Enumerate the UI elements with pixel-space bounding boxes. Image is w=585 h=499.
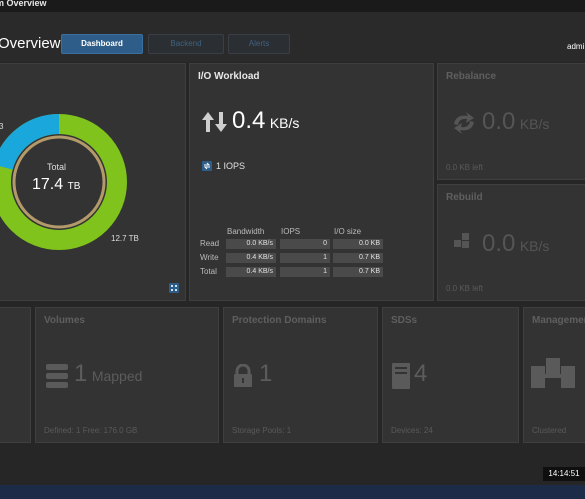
server-icon (392, 363, 410, 389)
partial-panel-left (0, 307, 31, 443)
io-workload-panel: I/O Workload 0.4 KB/s 1 IOPS Bandwidth I… (189, 63, 434, 301)
protection-domains-title: Protection Domains (232, 315, 327, 326)
rebalance-panel: Rebalance 0.0 KB/s 0.0 KB left (437, 63, 585, 180)
protection-domains-count: 1 (259, 360, 273, 387)
tab-backend[interactable]: Backend (148, 34, 224, 54)
rebalance-rate: 0.0 KB/s (482, 108, 549, 136)
window-title: m Overview (0, 0, 47, 8)
rebuild-value: 0.0 (482, 230, 516, 257)
donut-total: 17.4 TB (32, 176, 80, 194)
volumes-mapped-label: Mapped (91, 368, 143, 384)
window-titlebar: m Overview (0, 0, 585, 12)
write-bandwidth: 0.4 KB/s (226, 253, 276, 263)
column-io-size: I/O size (334, 227, 362, 236)
column-iops: IOPS (281, 227, 301, 236)
donut-total-unit: TB (67, 181, 81, 192)
capacity-left-value: 3 (0, 122, 3, 131)
lock-icon (234, 364, 252, 387)
capacity-donut (0, 114, 127, 250)
sds-count: 4 (414, 360, 428, 387)
bandwidth-value: 0.4 (232, 107, 266, 134)
rebuild-footer: 0.0 KB left (446, 284, 483, 293)
tab-alerts[interactable]: Alerts (228, 34, 290, 54)
total-iops: 1 (280, 267, 330, 277)
total-io-size: 0.7 KB (333, 267, 383, 277)
rebuild-unit: KB/s (519, 238, 550, 254)
rebalance-arrows-icon (454, 112, 474, 134)
rebalance-title: Rebalance (446, 71, 497, 82)
read-bandwidth: 0.0 KB/s (226, 239, 276, 249)
total-bandwidth: 0.4 KB/s (226, 267, 276, 277)
iops-label: 1 IOPS (216, 161, 246, 171)
rebalance-unit: KB/s (519, 116, 550, 132)
volumes-panel: Volumes 1 Mapped Defined: 1 Free: 176.0 … (35, 307, 219, 443)
cluster-icon (531, 358, 575, 388)
donut-free-segment (0, 114, 60, 171)
io-workload-title: I/O Workload (198, 71, 260, 82)
management-panel: Managemen Clustered (523, 307, 585, 443)
bottom-taskbar (0, 485, 585, 499)
protection-domains-panel: Protection Domains 1 Storage Pools: 1 (223, 307, 378, 443)
database-stack-icon (46, 364, 68, 388)
iops-icon (202, 161, 212, 171)
status-clock: 14:14:51 (543, 467, 585, 481)
volumes-count: 1 (74, 360, 88, 387)
rebuild-blocks-icon (454, 233, 469, 248)
page-title: Overview (0, 35, 61, 52)
read-io-size: 0.0 KB (333, 239, 383, 249)
volumes-footer: Defined: 1 Free: 176.0 GB (44, 426, 138, 435)
row-write-label: Write (200, 253, 219, 262)
up-down-arrows-icon (202, 112, 227, 132)
donut-inner-ring (12, 135, 106, 229)
column-bandwidth: Bandwidth (227, 227, 265, 236)
write-iops: 1 (280, 253, 330, 263)
management-footer: Clustered (532, 426, 567, 435)
expand-icon[interactable] (169, 283, 179, 293)
sds-title: SDSs (391, 315, 418, 326)
capacity-panel: Total 17.4 TB 3 12.7 TB (0, 63, 186, 301)
read-iops: 0 (280, 239, 330, 249)
volumes-count-display: 1 Mapped (74, 360, 142, 388)
management-title: Managemen (532, 315, 585, 326)
rebuild-rate: 0.0 KB/s (482, 230, 549, 258)
row-total-label: Total (200, 267, 217, 276)
sds-panel: SDSs 4 Devices: 24 (382, 307, 519, 443)
write-io-size: 0.7 KB (333, 253, 383, 263)
protection-domains-footer: Storage Pools: 1 (232, 426, 292, 435)
donut-total-value: 17.4 (32, 176, 64, 193)
rebuild-title: Rebuild (446, 192, 483, 203)
user-name[interactable]: admi (567, 42, 585, 51)
rebuild-panel: Rebuild 0.0 KB/s 0.0 KB left (437, 184, 585, 301)
sds-footer: Devices: 24 (391, 426, 433, 435)
bandwidth-display: 0.4 KB/s (232, 107, 299, 135)
capacity-right-value: 12.7 TB (111, 234, 139, 243)
rebalance-value: 0.0 (482, 108, 516, 135)
volumes-title: Volumes (44, 315, 85, 326)
tab-dashboard[interactable]: Dashboard (61, 34, 143, 54)
bandwidth-unit: KB/s (269, 115, 300, 131)
rebalance-footer: 0.0 KB left (446, 163, 483, 172)
row-read-label: Read (200, 239, 220, 248)
donut-center-label: Total (47, 162, 67, 172)
